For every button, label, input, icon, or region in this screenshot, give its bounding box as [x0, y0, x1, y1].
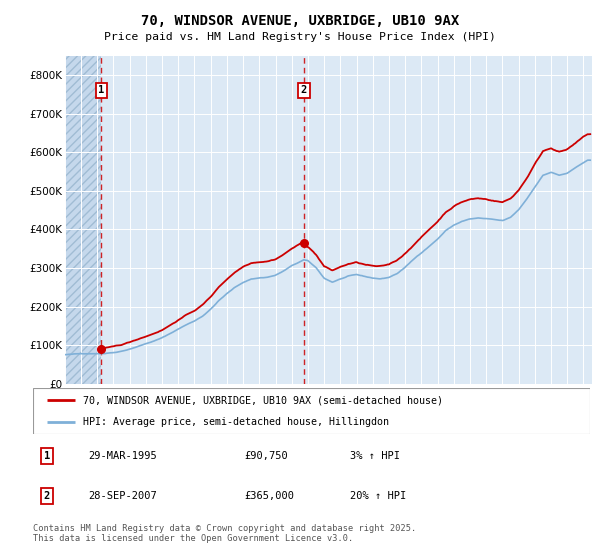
Text: Contains HM Land Registry data © Crown copyright and database right 2025.
This d: Contains HM Land Registry data © Crown c… — [33, 524, 416, 543]
Text: 28-SEP-2007: 28-SEP-2007 — [89, 491, 157, 501]
Text: 70, WINDSOR AVENUE, UXBRIDGE, UB10 9AX (semi-detached house): 70, WINDSOR AVENUE, UXBRIDGE, UB10 9AX (… — [83, 395, 443, 405]
Text: £90,750: £90,750 — [245, 451, 289, 461]
Text: 1: 1 — [98, 85, 104, 95]
FancyBboxPatch shape — [33, 388, 590, 434]
Text: Price paid vs. HM Land Registry's House Price Index (HPI): Price paid vs. HM Land Registry's House … — [104, 32, 496, 43]
Bar — [65, 56, 101, 384]
Text: £365,000: £365,000 — [245, 491, 295, 501]
Text: 2: 2 — [301, 85, 307, 95]
Text: 20% ↑ HPI: 20% ↑ HPI — [350, 491, 407, 501]
Text: 29-MAR-1995: 29-MAR-1995 — [89, 451, 157, 461]
Text: 3% ↑ HPI: 3% ↑ HPI — [350, 451, 400, 461]
Text: 2: 2 — [44, 491, 50, 501]
Text: 70, WINDSOR AVENUE, UXBRIDGE, UB10 9AX: 70, WINDSOR AVENUE, UXBRIDGE, UB10 9AX — [141, 14, 459, 28]
Text: 1: 1 — [44, 451, 50, 461]
Text: HPI: Average price, semi-detached house, Hillingdon: HPI: Average price, semi-detached house,… — [83, 417, 389, 427]
